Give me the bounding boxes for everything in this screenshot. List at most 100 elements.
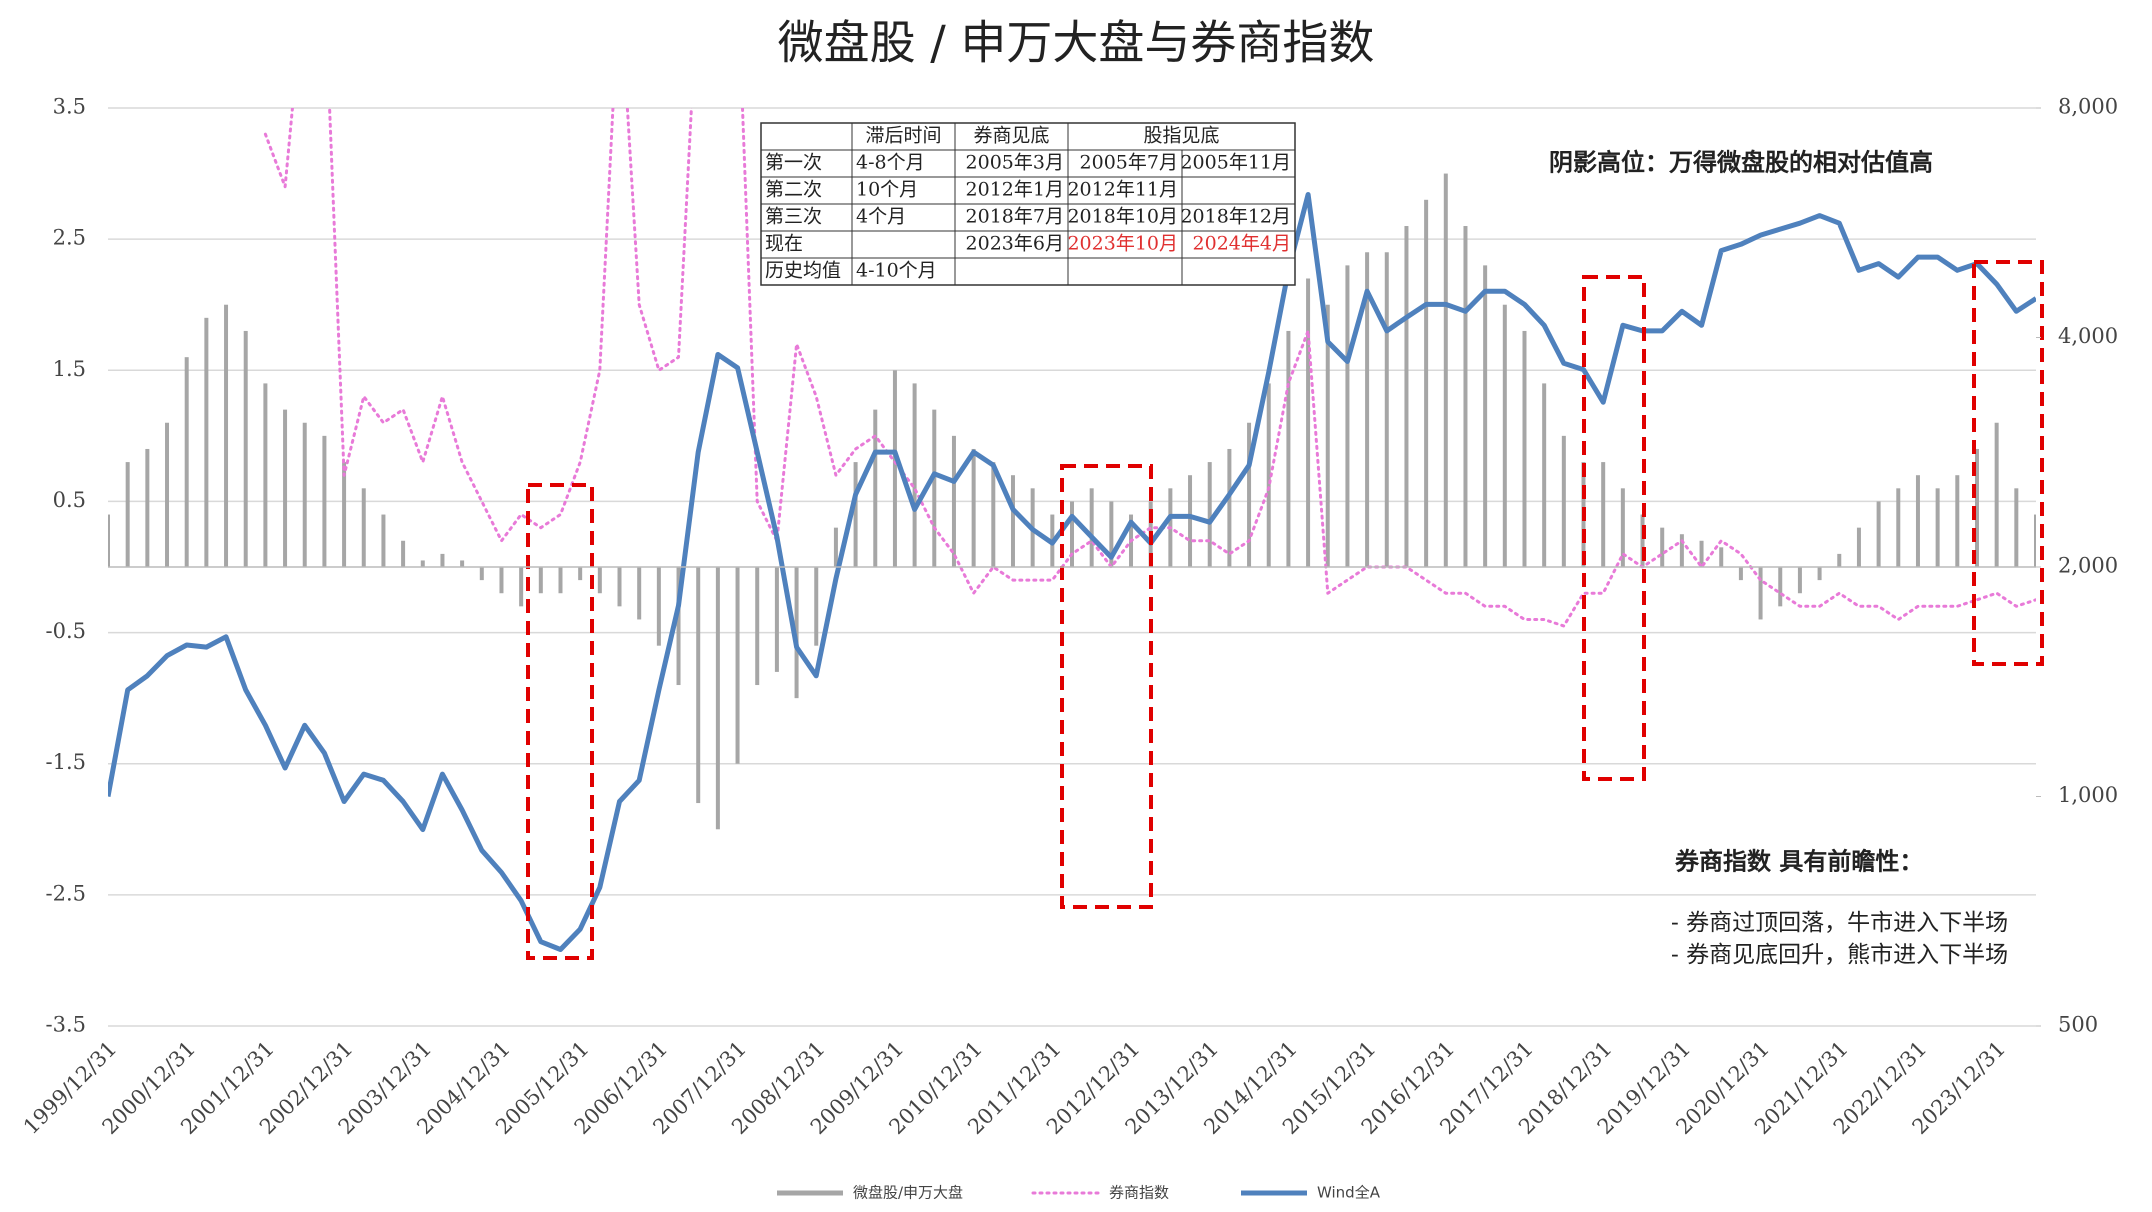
y2-tick-label: 500 — [2058, 1013, 2098, 1037]
bar — [912, 383, 917, 567]
bar — [755, 567, 760, 686]
annotation: - 券商见底回升，熊市进入下半场 — [1671, 942, 2008, 968]
bar — [1247, 422, 1252, 567]
bar — [1522, 330, 1527, 567]
bar — [361, 488, 366, 567]
bar — [1896, 488, 1901, 567]
bar — [1266, 383, 1271, 567]
bar — [145, 448, 150, 567]
table-cell: 2018年10月 — [1067, 206, 1178, 228]
bar — [774, 567, 779, 672]
box — [1972, 260, 2044, 666]
bar — [1325, 304, 1330, 567]
box — [1582, 275, 1646, 781]
bar — [263, 383, 268, 567]
table-cell: 2023年6月 — [966, 233, 1064, 255]
legend-label: 券商指数 — [1109, 1184, 1169, 1202]
bar — [715, 567, 720, 830]
y-tick-label: 1.5 — [53, 357, 86, 381]
table-cell: 4个月 — [856, 206, 906, 228]
bar — [519, 567, 524, 607]
bar — [1384, 252, 1389, 567]
bar — [283, 409, 288, 567]
box — [1060, 464, 1153, 909]
bar — [420, 560, 425, 567]
y2-tick-label: 1,000 — [2058, 783, 2118, 807]
table-cell: 2018年7月 — [966, 206, 1064, 228]
legend-label: Wind全A — [1317, 1184, 1381, 1202]
bar — [1483, 265, 1488, 567]
table-header: 券商见底 — [973, 125, 1049, 147]
bar — [794, 567, 799, 699]
table-header: 股指见底 — [1143, 125, 1219, 147]
bar — [1345, 265, 1350, 567]
y-tick-label: -2.5 — [46, 881, 87, 905]
bar — [1227, 448, 1232, 567]
bar — [833, 527, 838, 567]
y2-tick-label: 2,000 — [2058, 554, 2118, 578]
bar — [165, 422, 170, 567]
bar — [1935, 488, 1940, 567]
table-cell: 2005年7月 — [1080, 152, 1178, 174]
table-cell: 2005年11月 — [1180, 152, 1291, 174]
table-cell: 2012年11月 — [1067, 179, 1178, 201]
bar — [932, 409, 937, 567]
bar — [1070, 501, 1074, 567]
bar — [440, 553, 445, 567]
plot-area — [108, 108, 2036, 952]
table-cell: 历史均值 — [765, 260, 841, 282]
bar — [1738, 567, 1743, 581]
y-tick-label: -0.5 — [46, 619, 87, 643]
bar — [302, 422, 307, 567]
bar — [1797, 567, 1802, 594]
table-cell: 2024年4月 — [1193, 233, 1291, 255]
bar — [2014, 488, 2019, 567]
y-tick-label: -3.5 — [46, 1013, 87, 1037]
bar — [499, 567, 504, 594]
table-cell: 第二次 — [765, 179, 822, 201]
bar — [1640, 514, 1645, 567]
bar — [676, 567, 681, 686]
bar — [1994, 422, 1999, 567]
bar — [184, 357, 189, 567]
bar — [617, 567, 622, 607]
annotation: - 券商过顶回落，牛市进入下半场 — [1671, 910, 2008, 936]
y2-tick-label: 4,000 — [2058, 324, 2118, 348]
bar — [381, 514, 386, 567]
bar — [814, 567, 819, 646]
highlight-boxes — [526, 260, 2044, 960]
bar — [1404, 226, 1409, 567]
bar — [1502, 304, 1507, 567]
bar — [1699, 540, 1704, 567]
bar — [1876, 501, 1881, 567]
bar — [1778, 567, 1783, 607]
bar — [1542, 383, 1547, 567]
bar — [1620, 488, 1625, 567]
bar — [1188, 475, 1193, 567]
bar — [2034, 514, 2036, 567]
y-tick-label: 3.5 — [53, 95, 86, 119]
legend-label: 微盘股/申万大盘 — [853, 1184, 963, 1202]
bar — [224, 304, 229, 567]
y2-tick-label: 8,000 — [2058, 95, 2118, 119]
bar — [1915, 475, 1920, 567]
bar — [991, 462, 996, 567]
table-cell: 2023年10月 — [1067, 233, 1178, 255]
bar — [1758, 567, 1763, 620]
table-cell: 2005年3月 — [966, 152, 1064, 174]
bar — [460, 560, 465, 567]
y-tick-label: 2.5 — [53, 226, 86, 250]
bar — [853, 462, 858, 567]
table-cell: 第三次 — [765, 206, 822, 228]
bar — [125, 462, 130, 567]
bar — [892, 370, 897, 567]
line — [263, 108, 2036, 628]
bar — [1660, 527, 1665, 567]
bar — [1463, 226, 1468, 567]
bar — [1974, 448, 1979, 567]
bar — [1365, 252, 1370, 567]
bar — [243, 330, 248, 567]
bar — [696, 567, 701, 804]
